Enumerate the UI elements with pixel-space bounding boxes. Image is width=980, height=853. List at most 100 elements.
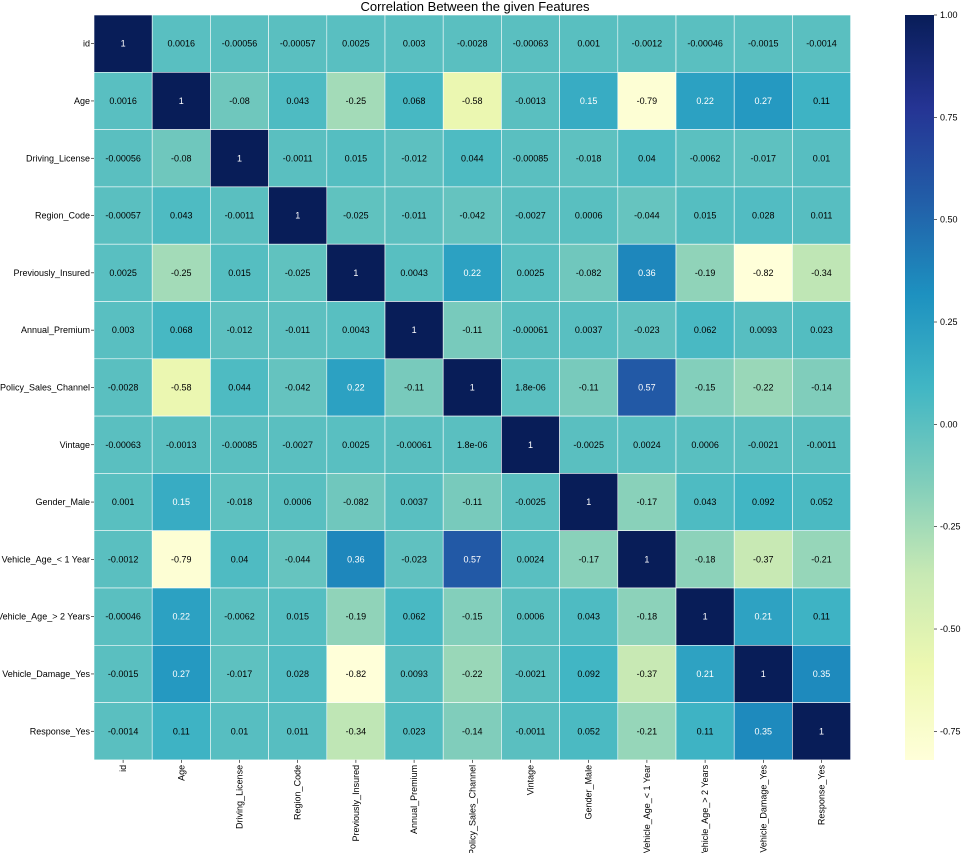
cell-value-label: -0.11 (404, 382, 424, 392)
colorbar: 1.00 0.75 0.50 0.25 0.00 -0.25 -0.50 -0.75 (905, 10, 961, 760)
heatmap-cell (442, 301, 502, 360)
heatmap-cell (559, 186, 619, 245)
heatmap-cell (93, 358, 153, 417)
cell-value-label: -0.044 (634, 211, 660, 221)
cell-value-label: 0.11 (173, 726, 190, 736)
cell-value-label: 0.028 (752, 211, 775, 221)
cell-value-label: 0.043 (694, 497, 717, 507)
cell-value-label: -0.012 (401, 153, 427, 163)
heatmap-cell (733, 186, 793, 245)
heatmap-cell (792, 186, 851, 245)
cell-value-label: 0.001 (577, 39, 600, 49)
row-tick-label: Gender_Male (35, 497, 90, 507)
cell-value-label: 0.0037 (575, 325, 603, 335)
cell-value-label: 0.01 (231, 726, 249, 736)
heatmap-cell (559, 301, 619, 360)
heatmap-cell (675, 129, 735, 188)
column-labels: id Age Driving_License Region_Code Previousl… (118, 759, 827, 853)
heatmap-cell (384, 186, 444, 245)
heatmap-cell (326, 72, 386, 130)
cell-value-label: 0.052 (810, 497, 833, 507)
cell-value-label: 1 (353, 268, 358, 278)
heatmap-cell (442, 243, 502, 302)
heatmap-cell (501, 587, 560, 646)
cell-value-label: 0.0024 (517, 554, 545, 564)
cell-value-label: -0.00085 (222, 440, 258, 450)
cell-value-label: -0.21 (811, 554, 832, 564)
cell-value-label: 0.001 (112, 497, 135, 507)
colorbar-tick-label: 0.50 (940, 215, 958, 225)
cell-value-label: 0.22 (347, 382, 365, 392)
heatmap-cell (792, 644, 851, 703)
cell-value-label: -0.82 (346, 669, 367, 679)
cell-value-label: 0.57 (464, 554, 482, 564)
column-tick-label: id (118, 765, 128, 772)
cell-value-label: -0.044 (285, 554, 311, 564)
heatmap-cell (501, 186, 560, 245)
heatmap-cell (501, 72, 560, 130)
heatmap-grid: 1 0.0016 -0.00056 -0.00057 0.0025 0.003 -0.002… (93, 14, 851, 761)
cell-value-label: -0.18 (637, 612, 658, 622)
cell-value-label: 1 (644, 554, 649, 564)
heatmap-cell (442, 644, 502, 703)
cell-value-label: 1 (761, 669, 766, 679)
column-tick-label: Response_Yes (817, 764, 827, 825)
cell-value-label: 0.043 (170, 211, 193, 221)
column-tick-label: Gender_Male (584, 765, 594, 820)
cell-value-label: 1 (412, 325, 417, 335)
heatmap-cell (617, 301, 677, 360)
cell-value-label: -0.82 (753, 268, 774, 278)
column-tick-label: Age (176, 765, 186, 781)
heatmap-cell (675, 301, 735, 360)
heatmap-cell (384, 473, 444, 531)
column-tick-label: Vintage (526, 765, 536, 795)
heatmap-cell (268, 72, 328, 130)
cell-value-label: 0.043 (577, 612, 600, 622)
cell-value-label: -0.37 (753, 554, 774, 564)
cell-value-label: -0.023 (401, 554, 427, 564)
heatmap-cell (210, 14, 269, 73)
heatmap-cell (326, 644, 386, 703)
heatmap-cell (675, 702, 735, 761)
cell-value-label: 0.22 (464, 268, 482, 278)
cell-value-label: 1 (121, 39, 126, 49)
cell-value-label: 0.0043 (342, 325, 370, 335)
cell-value-label: -0.0015 (748, 39, 779, 49)
cell-value-label: 0.015 (286, 612, 309, 622)
heatmap-cell (268, 243, 328, 302)
heatmap-cell (268, 587, 328, 646)
cell-value-label: 0.35 (755, 726, 773, 736)
cell-value-label: -0.018 (227, 497, 253, 507)
row-tick-label: Annual_Premium (21, 325, 90, 335)
cell-value-label: -0.37 (637, 669, 658, 679)
heatmap-cell (384, 415, 444, 474)
cell-value-label: 0.27 (755, 96, 773, 106)
heatmap-cell (792, 243, 851, 302)
cell-value-label: -0.018 (576, 153, 602, 163)
cell-value-label: -0.0011 (807, 440, 837, 450)
cell-value-label: 0.0025 (517, 268, 545, 278)
cell-value-label: 0.21 (696, 669, 714, 679)
cell-value-label: -0.0028 (108, 382, 139, 392)
cell-value-label: -0.0027 (515, 211, 546, 221)
heatmap-cell (733, 644, 793, 703)
heatmap-cell (384, 358, 444, 417)
cell-value-label: 0.0016 (109, 96, 137, 106)
cell-value-label: -0.00063 (105, 440, 141, 450)
heatmap-cell (617, 72, 677, 130)
heatmap-cell (93, 702, 153, 761)
cell-value-label: 0.052 (577, 726, 600, 736)
heatmap-cell (326, 301, 386, 360)
heatmap-cell (151, 243, 211, 302)
cell-value-label: 0.0093 (400, 669, 428, 679)
heatmap-cell (442, 72, 502, 130)
heatmap-cell (210, 72, 269, 130)
cell-value-label: -0.79 (171, 554, 192, 564)
cell-value-label: -0.0013 (166, 440, 197, 450)
heatmap-cell (733, 301, 793, 360)
cell-value-label: -0.18 (695, 554, 716, 564)
heatmap-cell (151, 644, 211, 703)
heatmap-cell (210, 186, 269, 245)
heatmap-cell (151, 702, 211, 761)
